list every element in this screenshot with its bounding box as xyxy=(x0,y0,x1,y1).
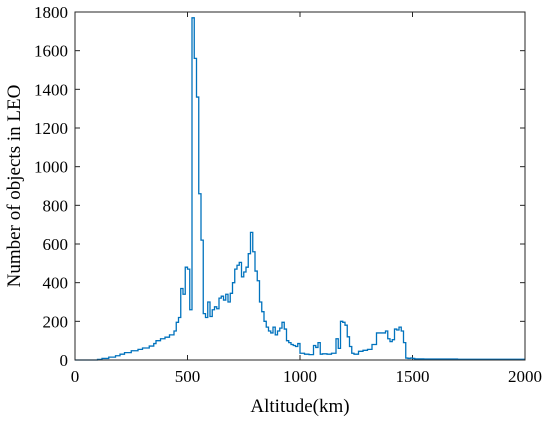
y-tick-label: 1000 xyxy=(34,158,68,177)
x-tick-label: 1000 xyxy=(283,367,317,386)
y-tick-label: 400 xyxy=(43,274,69,293)
x-tick-label: 2000 xyxy=(508,367,542,386)
y-tick-label: 800 xyxy=(43,196,69,215)
ticks-layer: 0 500 1000 1500 2000 0 200 400 600 800 1000 1200 140… xyxy=(34,3,542,386)
y-tick-label: 1400 xyxy=(34,80,68,99)
y-tick-label: 1600 xyxy=(34,42,68,61)
y-tick-label: 1200 xyxy=(34,119,68,138)
y-axis-title: Number of objects in LEO xyxy=(4,85,25,288)
plot-frame xyxy=(74,11,526,361)
x-tick-label: 0 xyxy=(71,367,80,386)
series-line-objects xyxy=(75,17,525,361)
y-tick-label: 200 xyxy=(43,312,69,331)
x-tick-label: 1500 xyxy=(396,367,430,386)
y-tick-label: 1800 xyxy=(34,3,68,22)
y-tick-label: 600 xyxy=(43,235,69,254)
x-axis-title: Altitude(km) xyxy=(250,396,349,417)
y-tick-label: 0 xyxy=(60,351,69,370)
x-tick-label: 500 xyxy=(175,367,201,386)
